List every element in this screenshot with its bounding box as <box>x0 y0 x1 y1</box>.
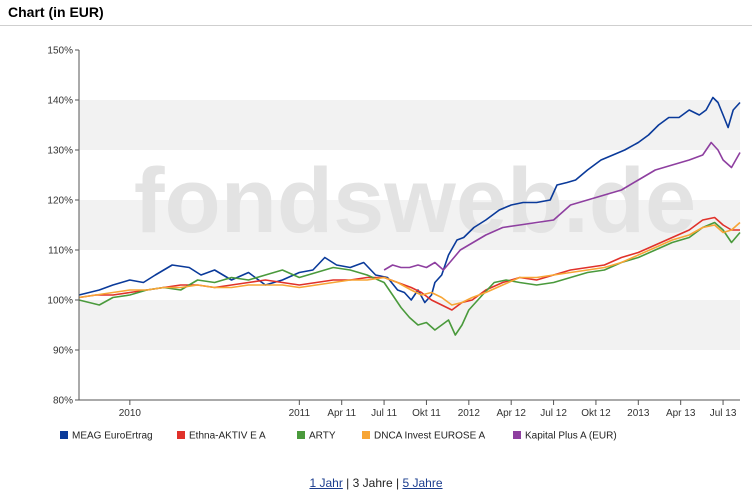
y-tick-label: 90% <box>53 346 73 357</box>
y-tick-label: 120% <box>47 196 73 207</box>
series-line-arty <box>78 221 741 336</box>
period-1-year-link[interactable]: 1 Jahr <box>309 476 343 490</box>
grid-bands <box>79 100 740 350</box>
x-tick-label: 2012 <box>458 408 481 419</box>
period-5-years-link[interactable]: 5 Jahre <box>402 476 443 490</box>
legend-swatch <box>177 431 185 439</box>
grid-band <box>79 300 740 350</box>
x-tick-label: Apr 11 <box>327 408 356 419</box>
title-divider <box>0 25 752 26</box>
legend-swatch <box>513 431 521 439</box>
legend-label: ARTY <box>309 431 336 442</box>
line-chart: fondsweb.de 80% 90% 100% 110% 120% 130% 140% 15… <box>47 46 741 442</box>
x-tick-label: Jul 11 <box>371 408 397 419</box>
x-tick-label: 2013 <box>627 408 650 419</box>
period-selector: 1 Jahr | 3 Jahre | 5 Jahre <box>0 476 752 490</box>
legend-swatch <box>297 431 305 439</box>
y-tick-label: 150% <box>47 46 73 57</box>
series-line-meag-euroertrag <box>78 96 741 304</box>
legend-label: Ethna-AKTIV E A <box>189 431 266 442</box>
chart-title: Chart (in EUR) <box>8 4 104 20</box>
y-tick-label: 80% <box>53 396 73 407</box>
series-lines <box>78 96 741 336</box>
grid-band <box>79 100 740 150</box>
y-tick-label: 110% <box>48 246 73 257</box>
legend-swatch <box>60 431 68 439</box>
y-tick-label: 130% <box>47 146 73 157</box>
separator: | <box>396 476 400 490</box>
x-tick-label: Apr 13 <box>666 408 696 419</box>
y-tick-label: 100% <box>47 296 73 307</box>
x-tick-label: Okt 11 <box>412 408 441 419</box>
series-line-dnca-invest-eurose-a <box>78 221 741 306</box>
period-3-years-current: 3 Jahre <box>352 476 393 490</box>
x-axis-ticks: 2010 2011 Apr 11 Jul 11 Okt 11 2012 Apr 12 Jul … <box>119 400 737 419</box>
legend: MEAG EuroErtrag Ethna-AKTIV E A ARTY DNCA I… <box>60 431 617 442</box>
series-line-kapital-plus-a-eur <box>383 141 741 271</box>
x-tick-label: Jul 13 <box>710 408 737 419</box>
axes <box>78 50 740 401</box>
x-tick-label: Okt 12 <box>581 408 611 419</box>
x-tick-label: Jul 12 <box>540 408 567 419</box>
x-tick-label: 2011 <box>289 408 311 419</box>
y-axis-ticks: 80% 90% 100% 110% 120% 130% 140% 150% <box>47 46 79 407</box>
legend-swatch <box>362 431 370 439</box>
separator: | <box>346 476 350 490</box>
x-tick-label: Apr 12 <box>496 408 526 419</box>
legend-label: DNCA Invest EUROSE A <box>374 431 485 442</box>
y-tick-label: 140% <box>47 96 73 107</box>
legend-label: MEAG EuroErtrag <box>72 431 153 442</box>
grid-band <box>79 200 740 250</box>
x-tick-label: 2010 <box>119 408 142 419</box>
watermark: fondsweb.de <box>134 150 696 252</box>
legend-label: Kapital Plus A (EUR) <box>525 431 617 442</box>
